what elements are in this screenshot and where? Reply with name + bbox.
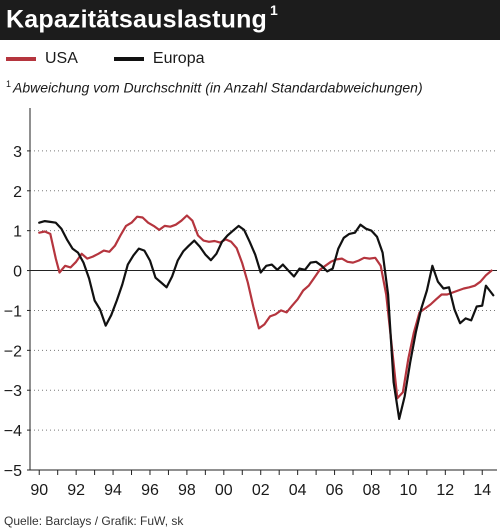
legend: USA Europa (6, 47, 241, 71)
y-tick-label: −2 (4, 343, 22, 360)
y-tick-label: 0 (13, 264, 22, 281)
series-line-europa (38, 220, 495, 420)
chart-title: Kapazitätsauslastung 1 (6, 2, 279, 34)
footnote-marker: 1 (6, 79, 12, 89)
legend-label-europa: Europa (152, 50, 205, 67)
x-tick-label: 96 (141, 482, 159, 499)
y-tick-label: 3 (13, 144, 22, 161)
x-tick-label: 08 (363, 482, 381, 499)
legend-label-usa: USA (45, 50, 78, 67)
title-footnote-marker: 1 (270, 2, 279, 18)
legend-item-europa: Europa (113, 50, 205, 68)
y-tick-label: −4 (4, 423, 22, 440)
y-tick-label: 2 (13, 184, 22, 201)
legend-swatch-usa (6, 57, 36, 61)
x-tick-label: 90 (30, 482, 48, 499)
y-tick-label: −5 (4, 463, 22, 480)
x-tick-label: 14 (473, 482, 491, 499)
x-tick-label: 04 (289, 482, 307, 499)
x-tick-label: 12 (436, 482, 454, 499)
x-tick-label: 06 (326, 482, 344, 499)
footnote-text: Abweichung vom Durchschnitt (in Anzahl S… (13, 79, 423, 96)
legend-item-usa: USA (6, 50, 78, 68)
series-line-usa (38, 214, 493, 400)
legend-swatch-europa (113, 57, 144, 61)
chart-title-text: Kapazitätsauslastung (6, 5, 268, 34)
y-tick-label: −3 (4, 383, 22, 400)
y-tick-label: 1 (13, 224, 22, 241)
title-bar: Kapazitätsauslastung 1 (0, 0, 500, 40)
footnote: 1 Abweichung vom Durchschnitt (in Anzahl … (6, 79, 423, 96)
x-tick-label: 00 (215, 482, 233, 499)
x-tick-label: 92 (67, 482, 85, 499)
x-tick-label: 10 (400, 482, 418, 499)
x-tick-label: 94 (104, 482, 122, 499)
y-tick-label: −1 (4, 303, 22, 320)
x-tick-label: 98 (178, 482, 196, 499)
x-tick-label: 02 (252, 482, 270, 499)
source-credit: Quelle: Barclays / Grafik: FuW, sk (4, 514, 184, 528)
